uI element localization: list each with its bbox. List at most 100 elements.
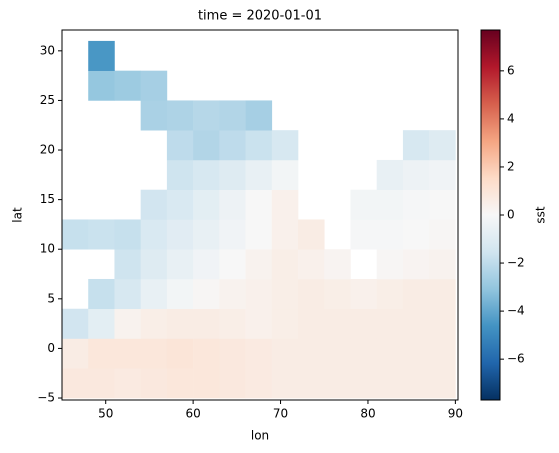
x-tick-label: 80: [360, 407, 375, 421]
heatmap-cell: [140, 278, 168, 310]
heatmap-cell: [219, 130, 246, 161]
heatmap-cell: [350, 368, 378, 399]
heatmap-cell: [193, 189, 220, 220]
heatmap-cell: [166, 308, 194, 339]
heatmap-cell: [193, 338, 220, 369]
colorbar-tick-label: −4: [507, 304, 525, 318]
heatmap-cell: [402, 219, 430, 250]
heatmap-cell: [271, 249, 299, 280]
heatmap-cell: [298, 368, 325, 399]
heatmap-cell: [114, 70, 141, 101]
heatmap-cell: [350, 308, 378, 339]
heatmap-cell: [402, 308, 430, 339]
heatmap-cell: [402, 249, 430, 280]
heatmap-cell: [219, 338, 246, 369]
heatmap-cell: [271, 308, 299, 339]
x-tick-label: 70: [273, 407, 288, 421]
heatmap-cell: [193, 368, 220, 399]
heatmap-cell: [429, 308, 456, 339]
heatmap-cell: [298, 278, 325, 310]
heatmap-cell: [429, 368, 456, 399]
heatmap-cell: [376, 368, 404, 399]
heatmap-cell: [114, 308, 141, 339]
heatmap-cell: [193, 249, 220, 280]
heatmap-cell: [88, 308, 115, 339]
heatmap-cell: [402, 338, 430, 369]
colorbar-tick-label: 6: [507, 63, 515, 77]
heatmap-cell: [219, 159, 246, 191]
y-tick-label: 20: [40, 143, 55, 157]
heatmap-cell: [219, 189, 246, 220]
x-tick-label: 60: [185, 407, 200, 421]
heatmap-cell: [219, 249, 246, 280]
heatmap-cell: [193, 308, 220, 339]
heatmap-cell: [140, 368, 168, 399]
plot-frame: [61, 29, 459, 401]
heatmap-cell: [376, 249, 404, 280]
heatmap-cell: [429, 159, 456, 191]
heatmap-cell: [114, 278, 141, 310]
heatmap-cell: [245, 100, 273, 131]
heatmap-cell: [324, 308, 351, 339]
heatmap-cell: [298, 338, 325, 369]
heatmap-cell: [62, 219, 89, 250]
heatmap-cell: [140, 249, 168, 280]
heatmap-cell: [429, 219, 456, 250]
heatmap-cell: [402, 130, 430, 161]
chart-title: time = 2020-01-01: [198, 9, 322, 24]
heatmap-cell: [350, 278, 378, 310]
heatmap-cell: [166, 100, 194, 131]
y-tick-label: 0: [47, 341, 55, 355]
heatmap-cell: [376, 219, 404, 250]
heatmap-cell: [245, 130, 273, 161]
heatmap-cell: [429, 278, 456, 310]
heatmap-cell: [193, 130, 220, 161]
colorbar-tick-label: −2: [507, 256, 525, 270]
heatmap-cell: [219, 308, 246, 339]
heatmap-cell: [193, 100, 220, 131]
heatmap-cell: [271, 189, 299, 220]
heatmap-cell: [429, 189, 456, 220]
heatmap-cell: [402, 278, 430, 310]
heatmap-cell: [166, 368, 194, 399]
heatmap-cell: [140, 100, 168, 131]
colorbar-tick-label: 0: [507, 208, 515, 222]
heatmap-cell: [166, 219, 194, 250]
heatmap-cell: [324, 249, 351, 280]
heatmap-cell: [429, 130, 456, 161]
heatmap-cell: [376, 159, 404, 191]
heatmap-cell: [62, 338, 89, 369]
heatmap-cell: [376, 338, 404, 369]
heatmap-cell: [429, 338, 456, 369]
heatmap-cell: [271, 278, 299, 310]
y-tick-label: −5: [37, 391, 55, 405]
heatmap-cell: [166, 159, 194, 191]
heatmap-cell: [219, 278, 246, 310]
heatmap-cell: [245, 308, 273, 339]
heatmap-cell: [114, 338, 141, 369]
heatmap-cell: [219, 100, 246, 131]
colorbar-tick-label: 4: [507, 111, 515, 125]
heatmap-cell: [193, 159, 220, 191]
heatmap-cell: [88, 40, 115, 71]
heatmap-cell: [219, 368, 246, 399]
heatmap-cell: [140, 338, 168, 369]
heatmap-cell: [245, 159, 273, 191]
heatmap-cell: [166, 130, 194, 161]
heatmap-cell: [62, 308, 89, 339]
heatmap-cell: [193, 219, 220, 250]
heatmap-cell: [324, 278, 351, 310]
heatmap-cell: [245, 368, 273, 399]
heatmap-cell: [114, 368, 141, 399]
heatmap-cell: [271, 159, 299, 191]
heatmap-cell: [324, 368, 351, 399]
x-axis-label: lon: [251, 429, 269, 443]
y-tick-label: 10: [40, 242, 55, 256]
heatmap-cell: [88, 278, 115, 310]
heatmap-cell: [140, 189, 168, 220]
heatmap-cell: [429, 249, 456, 280]
x-tick-label: 50: [98, 407, 113, 421]
heatmap-cell: [166, 189, 194, 220]
heatmap-cell: [271, 130, 299, 161]
